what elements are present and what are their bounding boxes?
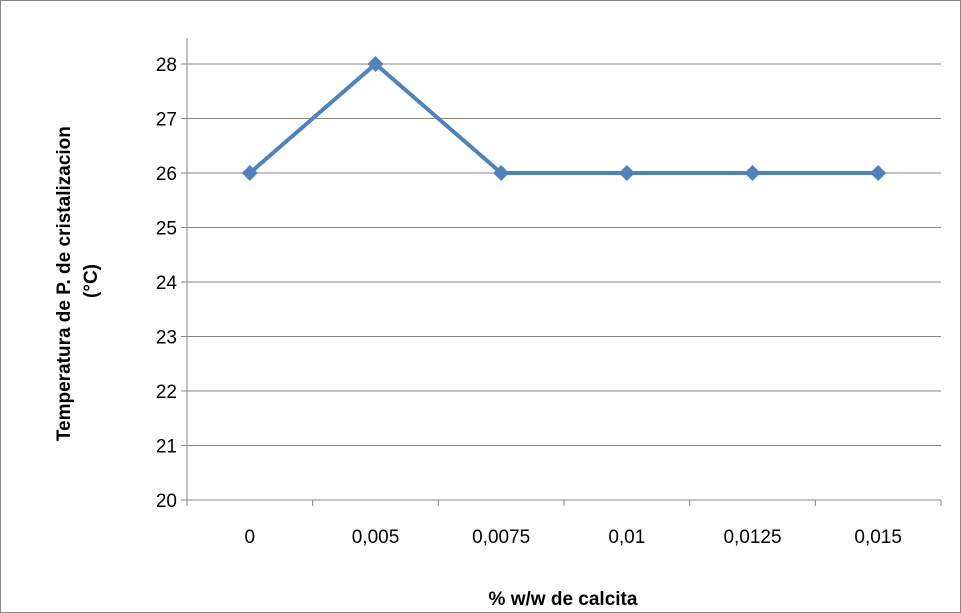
data-point-marker xyxy=(241,165,258,181)
data-point-marker xyxy=(618,165,635,181)
y-axis-title-line-2: (°C) xyxy=(81,264,102,298)
series-line xyxy=(248,62,879,175)
y-tick-label: 26 xyxy=(156,164,177,185)
x-tick-label: 0,01 xyxy=(608,527,645,548)
data-point-marker xyxy=(744,165,761,181)
x-tick-labels: 0 0,005 0,0075 0,01 0,0125 0,015 xyxy=(245,527,902,548)
y-tick-label: 27 xyxy=(156,110,177,131)
x-tick-label: 0 xyxy=(245,527,256,548)
x-tick-label: 0,015 xyxy=(854,527,902,548)
y-tick-label: 25 xyxy=(156,219,177,240)
data-point-marker xyxy=(493,165,510,181)
x-tick-label: 0,0075 xyxy=(472,527,530,548)
y-tick-label: 22 xyxy=(156,382,177,403)
x-axis-title: % w/w de calcita xyxy=(489,589,638,610)
x-tick-label: 0,0125 xyxy=(723,527,781,548)
y-tick-label: 28 xyxy=(156,55,177,76)
axes xyxy=(181,38,942,506)
y-axis-title: Temperatura de P. de cristalizacion (°C) xyxy=(54,121,102,441)
y-tick-label: 20 xyxy=(156,491,177,512)
y-tick-label: 21 xyxy=(156,437,177,458)
data-point-marker xyxy=(367,56,384,72)
y-tick-label: 24 xyxy=(156,273,178,294)
y-tick-labels: 20 21 22 23 24 25 26 27 28 xyxy=(156,55,178,512)
series-layer xyxy=(241,56,887,181)
y-tick-label: 23 xyxy=(156,328,177,349)
x-tick-label: 0,005 xyxy=(352,527,400,548)
y-axis-title-line-1: Temperatura de P. de cristalizacion xyxy=(54,126,75,441)
data-point-marker xyxy=(870,165,887,181)
gridlines xyxy=(187,63,941,446)
